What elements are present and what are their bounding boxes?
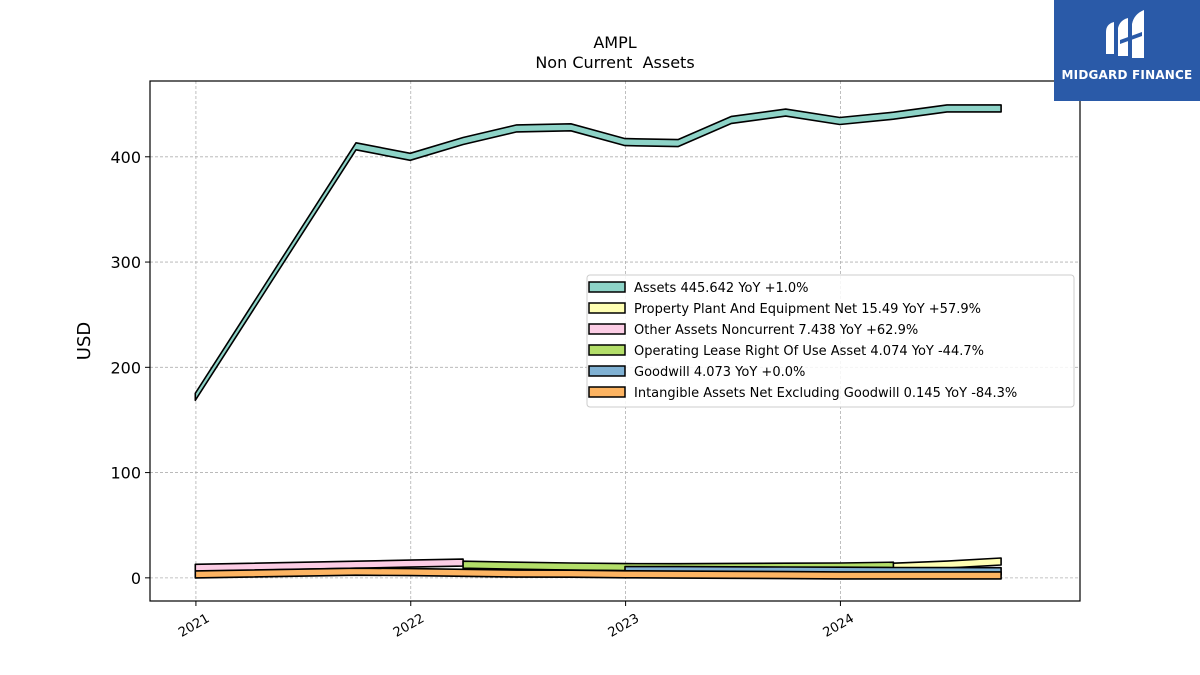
y-tick-label: 400 [110,148,141,167]
legend-label: Other Assets Noncurrent 7.438 YoY +62.9% [634,323,918,338]
chart-subtitle: Non Current Assets [535,53,694,72]
x-tick-label: 2021 [176,611,212,641]
legend-label: Goodwill 4.073 YoY +0.0% [634,365,805,380]
series-band-assets [194,104,1002,402]
legend: Assets 445.642 YoY +1.0% Property Plant A… [586,274,1075,408]
x-tick-label: 2022 [391,611,427,641]
legend-label: Intangible Assets Net Excluding Goodwill… [634,386,1017,401]
y-tick-label: 0 [131,569,141,588]
y-tick-label: 100 [110,464,141,483]
x-tick-label: 2024 [821,611,857,641]
legend-label: Operating Lease Right Of Use Asset 4.074… [634,344,984,359]
y-tick-label: 200 [110,358,141,377]
x-axis: 2021 2022 2023 2024 [176,601,857,641]
x-tick-label: 2023 [606,611,642,641]
midgard-logo-icon [1106,10,1144,58]
y-tick-label: 300 [110,253,141,272]
legend-swatch [588,386,626,398]
series-layer [194,104,1002,580]
legend-swatch [588,365,626,377]
legend-swatch [588,344,626,356]
logo-text: MIDGARD FINANCE [1061,68,1193,82]
midgard-finance-logo: MIDGARD FINANCE [1054,0,1200,101]
legend-box [586,274,1075,408]
chart-title: AMPL [593,33,636,52]
legend-label: Assets 445.642 YoY +1.0% [634,281,809,296]
y-axis-label: USD [74,322,95,360]
legend-swatch [588,323,626,335]
legend-swatch [588,302,626,314]
plot-frame [149,80,1081,602]
legend-swatch [588,281,626,293]
y-axis: 0 100 200 300 400 [110,148,150,588]
series-band-intangible-assets-net-excluding-goodwill [194,567,1002,580]
legend-label: Property Plant And Equipment Net 15.49 Y… [634,302,981,317]
